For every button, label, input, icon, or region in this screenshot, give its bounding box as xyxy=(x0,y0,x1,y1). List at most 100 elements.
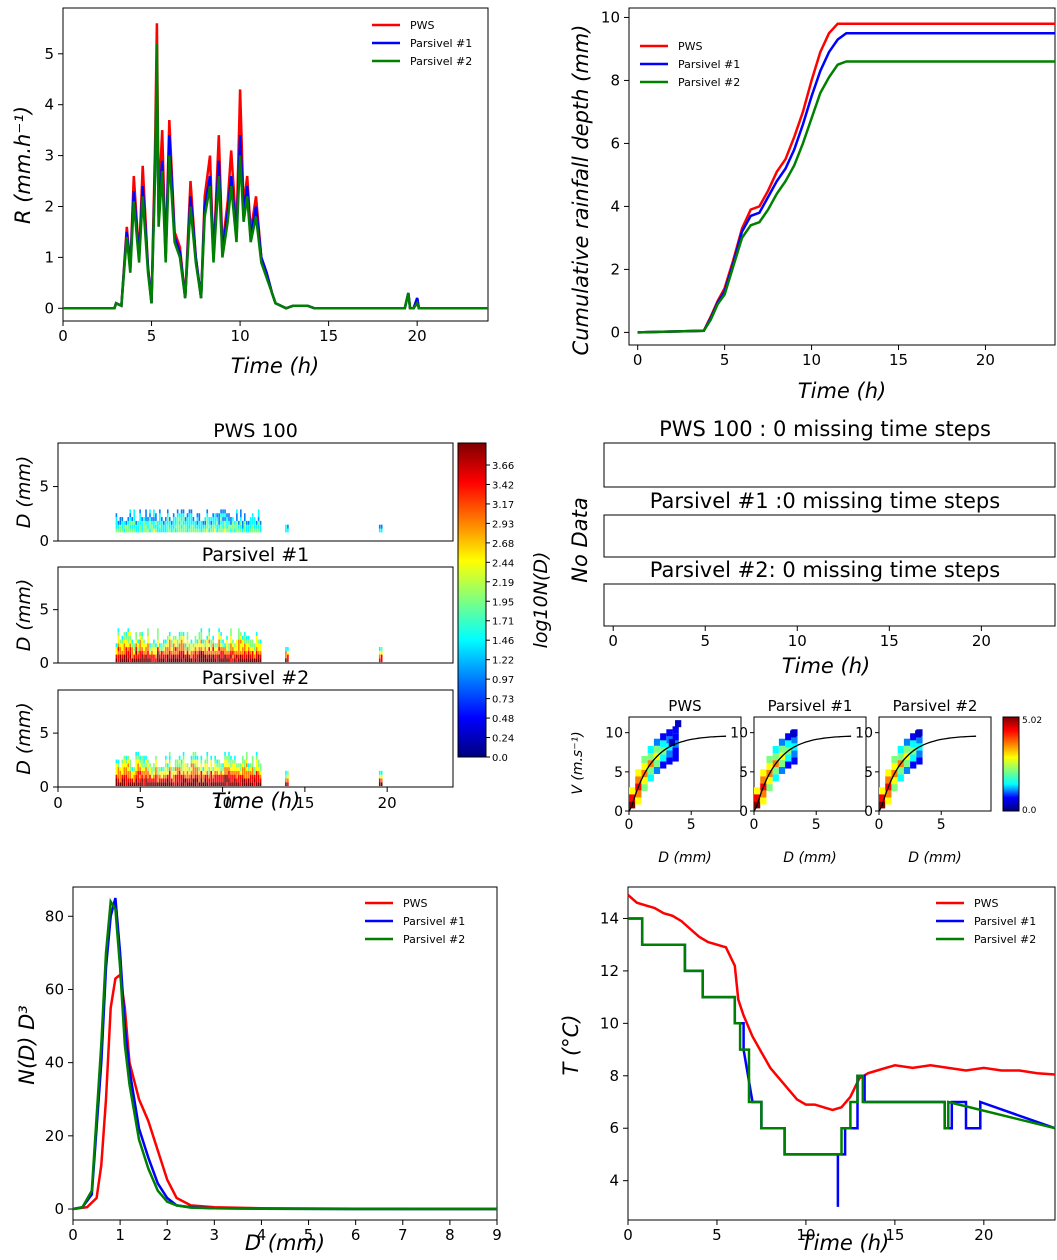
spectrogram-cell xyxy=(145,647,147,651)
spectrogram-cell xyxy=(145,763,147,768)
vd-cell xyxy=(647,774,654,782)
spectrogram-cell xyxy=(196,513,199,518)
spectrogram-cell xyxy=(164,778,167,783)
spectrogram-cell xyxy=(149,782,151,787)
spectrogram-cell xyxy=(216,654,218,659)
spectrogram-cell xyxy=(172,513,175,518)
panel-frame xyxy=(603,442,1056,488)
spectrogram-cell xyxy=(123,658,126,663)
spectrogram-cell xyxy=(200,647,203,651)
spectrogram-cell xyxy=(251,654,254,659)
legend-label: Parsivel #2 xyxy=(410,55,472,68)
spectrogram-cell xyxy=(218,635,220,640)
spectrogram-cell xyxy=(166,647,169,651)
spectrogram-cell xyxy=(123,639,126,644)
spectrogram-cell xyxy=(121,658,124,663)
spectrogram-cell xyxy=(174,767,177,771)
spectrogram-cell xyxy=(129,782,132,787)
x-tick-label: 3 xyxy=(210,1226,220,1244)
spectrogram-cell xyxy=(170,770,173,775)
fall-speed-curve xyxy=(878,735,977,812)
spectrogram-cell xyxy=(188,770,191,775)
spectrogram-cell xyxy=(204,524,207,529)
x-tick-label: 15 xyxy=(880,632,899,650)
spectrogram-cell xyxy=(220,770,222,775)
spectrogram-cell xyxy=(224,658,226,663)
spectrogram-cell xyxy=(121,774,124,779)
spectrogram-cell xyxy=(121,635,124,640)
spectrogram-cell xyxy=(228,763,230,768)
spectrogram-cell xyxy=(243,632,246,636)
y-tick-label: 5 xyxy=(614,765,623,781)
spectrogram-cell xyxy=(157,643,159,648)
spectrogram-cell xyxy=(230,774,232,779)
spectrogram-cell xyxy=(172,520,175,525)
vd-cell xyxy=(629,794,636,802)
spectrogram-cell xyxy=(245,770,248,775)
spectrogram-cell xyxy=(170,778,173,783)
spectrogram-cell xyxy=(180,524,183,529)
colorbar-tick-label: 0.24 xyxy=(492,734,514,745)
spectrogram-cell xyxy=(168,767,171,771)
spectrogram-cell xyxy=(230,650,232,655)
spectrogram-cell xyxy=(249,778,252,783)
spectrogram-cell xyxy=(206,755,209,760)
spectrogram-cell xyxy=(214,654,216,659)
spectrogram-cell xyxy=(198,658,201,663)
spectrogram-cell xyxy=(119,517,122,521)
vd-cell xyxy=(916,736,923,744)
spectrogram-cell xyxy=(232,517,234,521)
spectrogram-cell xyxy=(180,778,183,783)
spectrogram-cell xyxy=(220,647,222,651)
spectrogram-cell xyxy=(240,782,242,787)
spectrogram-cell xyxy=(232,647,234,651)
x-tick-label: 20 xyxy=(976,351,995,369)
spectrogram-cell xyxy=(159,774,161,779)
spectrogram-cell xyxy=(170,520,173,525)
vd-cell xyxy=(778,759,786,767)
spectrogram-cell xyxy=(257,767,260,771)
spectrogram-cell xyxy=(131,520,134,525)
spectrogram-cell xyxy=(249,524,252,529)
spectrogram-cell xyxy=(224,770,226,775)
spectrogram-cell xyxy=(186,524,189,529)
spectrogram-cell xyxy=(123,643,126,648)
spectrogram-cell xyxy=(186,635,189,640)
spectrogram-cell xyxy=(255,632,258,636)
panel-title: PWS 100 xyxy=(213,420,298,442)
spectrogram-cell xyxy=(247,635,250,640)
spectrogram-cell xyxy=(214,782,216,787)
colorbar-tick-label: 0.0 xyxy=(1022,806,1037,816)
spectrogram-cell xyxy=(220,509,222,514)
spectrogram-cell xyxy=(208,639,211,644)
colorbar-label: log10N(D) xyxy=(530,552,552,649)
spectrogram-cell xyxy=(220,517,222,521)
spectrogram-cell xyxy=(238,654,240,659)
spectrogram-cell xyxy=(247,647,250,651)
spectrogram-cell xyxy=(192,643,195,648)
spectrogram-cell xyxy=(228,770,230,775)
spectrogram-cell xyxy=(214,647,216,651)
spectrogram-cell xyxy=(188,658,191,663)
vd-cell xyxy=(891,755,898,763)
spectrogram-cell xyxy=(119,778,122,783)
spectrogram-cell xyxy=(159,517,161,521)
vd-cell xyxy=(897,746,904,754)
spectrogram-cell xyxy=(141,639,143,644)
spectrogram-cell xyxy=(178,639,181,644)
spectrogram-cell xyxy=(178,517,181,521)
spectrogram-cell xyxy=(176,763,179,768)
spectrogram-cell xyxy=(186,528,189,533)
spectrogram-cell xyxy=(234,774,236,779)
spectrogram-cell xyxy=(180,509,183,514)
spectrogram-cell xyxy=(259,650,262,655)
spectrogram-cell xyxy=(127,782,130,787)
spectrogram-cell xyxy=(161,524,163,529)
y-tick-label: 4 xyxy=(610,197,620,215)
spectrogram-cell xyxy=(141,763,143,768)
spectrogram-cell xyxy=(251,759,254,764)
spectrogram-cell xyxy=(145,513,147,518)
spectrogram-cell xyxy=(220,643,222,648)
vd-cell xyxy=(766,777,773,785)
